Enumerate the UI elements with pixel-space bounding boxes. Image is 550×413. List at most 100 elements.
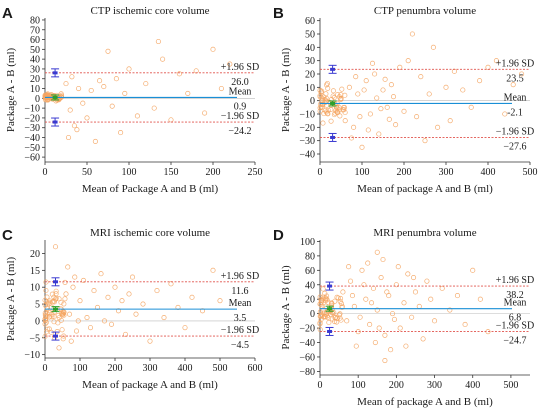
data-point: [84, 115, 90, 121]
data-point: [63, 81, 69, 87]
x-tick-label: 600: [248, 363, 263, 374]
y-tick-label: 60: [30, 35, 40, 46]
data-point: [470, 267, 476, 273]
data-point: [332, 315, 338, 321]
data-point: [108, 321, 115, 327]
data-point: [391, 316, 398, 322]
x-tick-label: 250: [248, 167, 263, 178]
data-point: [80, 100, 86, 106]
y-axis-label: Package A - B (ml): [5, 48, 17, 133]
x-tick-label: 500: [523, 167, 538, 178]
y-tick-label: 0: [310, 309, 315, 320]
data-point: [84, 314, 90, 321]
data-point: [393, 122, 399, 128]
data-point: [68, 338, 74, 344]
data-point: [386, 116, 392, 122]
data-point: [63, 291, 69, 297]
data-point: [369, 60, 376, 66]
data-point: [101, 318, 108, 324]
y-tick-label: 30: [305, 56, 315, 67]
data-point: [370, 285, 377, 291]
data-point: [218, 85, 224, 92]
data-point: [341, 104, 347, 110]
x-axis-label: Mean of Package A and B (ml): [82, 183, 219, 195]
y-axis-label: Package A - B (ml): [280, 265, 292, 350]
data-point: [176, 71, 182, 77]
data-point: [92, 138, 98, 144]
data-point: [424, 278, 430, 284]
data-point: [43, 316, 49, 322]
data-point: [328, 118, 334, 124]
lower-loa-value: −24.7: [503, 335, 526, 346]
data-point: [340, 289, 346, 295]
panel-letter: A: [2, 5, 13, 22]
upper-loa-value: 38.2: [506, 290, 524, 301]
y-tick-label: −20: [24, 113, 40, 124]
y-tick-label: 60: [305, 16, 315, 27]
data-point: [126, 66, 132, 72]
upper-loa-ci-marker: [327, 284, 333, 288]
data-point: [317, 320, 323, 326]
data-point: [52, 244, 59, 250]
panel-letter: B: [273, 5, 284, 22]
data-point: [42, 333, 48, 339]
data-point: [324, 293, 330, 299]
data-point: [61, 301, 67, 307]
data-point: [344, 318, 350, 324]
data-point: [49, 314, 55, 320]
data-point: [51, 299, 57, 305]
x-tick-label: 500: [503, 380, 518, 391]
upper-loa-ci-marker: [52, 71, 58, 75]
y-tick-label: −50: [24, 143, 40, 154]
data-point: [161, 314, 167, 321]
data-point: [339, 86, 345, 92]
data-point: [337, 295, 344, 302]
data-point: [154, 288, 160, 294]
data-point: [510, 82, 516, 88]
data-point: [160, 56, 166, 62]
data-point: [409, 31, 415, 37]
data-point: [143, 81, 149, 87]
x-tick-label: 300: [427, 380, 442, 391]
data-point: [412, 289, 419, 295]
data-point: [367, 111, 373, 117]
data-point: [334, 294, 340, 300]
data-point: [168, 117, 174, 123]
data-point: [416, 303, 422, 309]
data-point: [460, 87, 466, 93]
data-point: [51, 319, 57, 325]
x-tick-label: 400: [481, 167, 496, 178]
data-point: [185, 90, 191, 96]
data-point: [126, 291, 132, 297]
x-tick-label: 100: [351, 380, 366, 391]
y-tick-label: 0: [310, 96, 315, 107]
data-point: [454, 293, 461, 299]
data-point: [332, 298, 338, 304]
data-point: [44, 313, 50, 319]
data-point: [338, 92, 344, 98]
data-point: [382, 358, 388, 364]
data-point: [65, 264, 71, 270]
data-point: [430, 44, 436, 50]
data-point: [97, 78, 103, 84]
data-point: [439, 285, 445, 291]
data-point: [217, 298, 223, 304]
mean-value: -2.1: [507, 107, 523, 118]
upper-loa-value: 23.5: [506, 73, 524, 84]
data-point: [346, 264, 352, 270]
y-tick-label: −60: [24, 153, 40, 164]
data-point: [405, 271, 411, 277]
data-point: [91, 288, 97, 294]
lower-loa-label: −1.96 SD: [221, 111, 259, 122]
data-point: [65, 134, 72, 141]
data-point: [332, 318, 338, 325]
data-point: [317, 93, 323, 99]
data-point: [319, 298, 325, 304]
y-tick-label: −80: [299, 367, 315, 378]
upper-loa-label: +1.96 SD: [221, 62, 259, 73]
data-point: [56, 315, 62, 321]
data-point: [101, 84, 107, 90]
